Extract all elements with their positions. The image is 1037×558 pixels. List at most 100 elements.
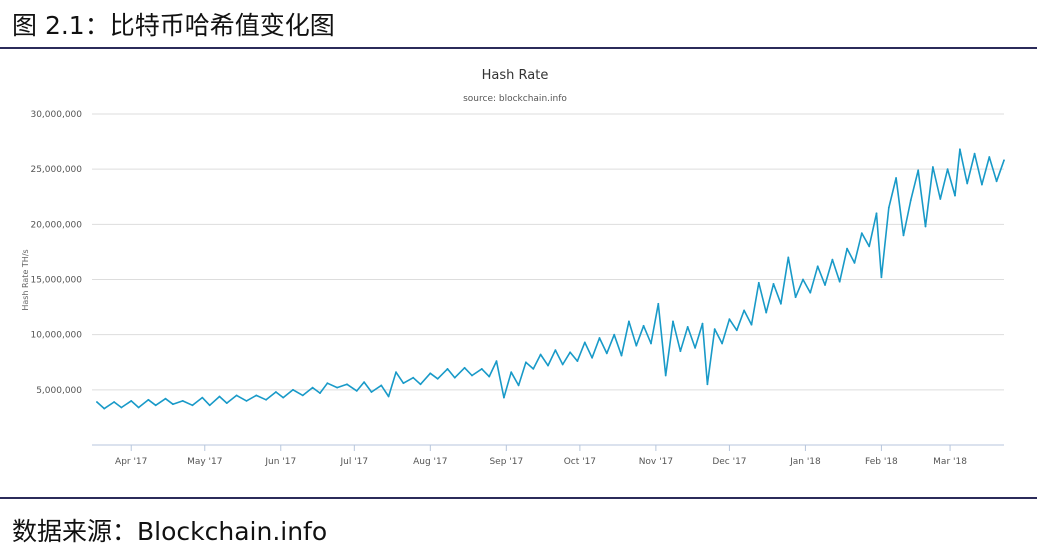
data-point xyxy=(510,371,513,374)
data-point xyxy=(809,291,812,294)
data-point xyxy=(218,395,221,398)
data-point xyxy=(757,281,760,284)
data-point xyxy=(902,234,905,237)
y-axis-label: Hash Rate TH/s xyxy=(21,249,30,310)
data-point xyxy=(995,180,998,183)
data-point xyxy=(868,245,871,248)
data-point xyxy=(419,383,422,386)
data-point xyxy=(395,371,397,374)
data-point xyxy=(613,333,616,336)
data-point xyxy=(620,354,623,357)
y-tick-label: 10,000,000 xyxy=(30,331,82,341)
data-point xyxy=(355,390,358,392)
data-point xyxy=(887,206,890,209)
bottom-rule xyxy=(0,497,1037,499)
data-point xyxy=(488,375,491,378)
data-point xyxy=(446,368,449,370)
data-point xyxy=(380,384,383,387)
data-point xyxy=(831,258,834,261)
data-point xyxy=(517,384,520,387)
data-point xyxy=(772,283,775,285)
data-point xyxy=(1003,159,1005,162)
data-point xyxy=(686,326,689,328)
data-point xyxy=(172,403,174,406)
y-tick-label: 30,000,000 xyxy=(30,110,82,120)
data-point xyxy=(895,177,897,179)
data-point xyxy=(429,372,432,375)
data-point xyxy=(191,404,194,407)
figure-caption: 图 2.1：比特币哈希值变化图 xyxy=(12,11,335,40)
data-point xyxy=(326,382,329,385)
y-tick-label: 20,000,000 xyxy=(30,220,82,230)
data-point xyxy=(794,296,797,299)
x-tick-label: Jun '17 xyxy=(264,457,296,467)
x-tick-label: Mar '18 xyxy=(933,457,967,467)
data-point xyxy=(480,368,483,370)
data-point xyxy=(973,152,976,155)
data-point xyxy=(946,168,949,171)
data-point xyxy=(728,318,731,321)
data-point xyxy=(706,383,709,386)
data-point xyxy=(436,377,439,380)
data-point xyxy=(642,324,645,327)
data-point xyxy=(721,342,723,345)
chart-subtitle: source: blockchain.info xyxy=(463,94,567,104)
y-gridlines xyxy=(92,113,1004,391)
data-point xyxy=(966,182,969,185)
source-caption: 数据来源：Blockchain.info xyxy=(12,517,328,546)
data-point xyxy=(988,156,991,158)
data-point xyxy=(201,396,204,399)
data-point xyxy=(208,404,211,407)
data-point xyxy=(750,323,753,326)
data-point xyxy=(245,400,248,402)
data-point xyxy=(120,406,123,409)
data-point xyxy=(561,363,564,366)
data-point xyxy=(235,394,238,397)
data-point xyxy=(650,342,652,345)
data-point xyxy=(103,407,106,410)
data-point xyxy=(743,309,745,312)
data-point xyxy=(802,278,804,281)
data-point xyxy=(598,337,601,339)
data-point xyxy=(370,391,373,393)
data-point xyxy=(402,382,405,385)
data-point xyxy=(412,376,415,379)
data-point xyxy=(164,397,167,400)
hash-rate-chart: Hash Rate source: blockchain.info Hash R… xyxy=(21,68,1005,467)
chart-title: Hash Rate xyxy=(482,68,549,83)
data-point xyxy=(147,398,150,401)
data-point xyxy=(532,368,535,370)
data-point xyxy=(591,356,593,359)
data-point xyxy=(319,392,321,394)
data-point xyxy=(824,284,826,286)
x-tick-label: Sep '17 xyxy=(489,457,523,467)
x-tick-label: Apr '17 xyxy=(115,457,147,467)
data-point xyxy=(525,361,527,364)
data-point xyxy=(154,404,157,407)
data-point xyxy=(924,225,927,228)
data-point xyxy=(875,212,878,215)
data-point xyxy=(265,398,267,401)
x-tick-label: Aug '17 xyxy=(413,457,447,467)
data-point xyxy=(679,350,682,353)
data-point xyxy=(275,391,277,393)
data-point xyxy=(713,328,716,330)
data-point xyxy=(336,386,339,389)
data-point xyxy=(471,374,473,377)
x-tick-label: Feb '18 xyxy=(865,457,898,467)
data-point xyxy=(909,199,912,202)
data-point xyxy=(657,302,660,305)
data-point xyxy=(932,166,934,168)
data-point xyxy=(605,352,608,355)
data-point xyxy=(880,276,883,279)
hash-rate-series-line xyxy=(96,148,1005,410)
data-point xyxy=(954,194,956,197)
x-ticks: Apr '17 May '17 Jun '17 Jul '17 Aug '17 Sep '… xyxy=(115,445,967,467)
data-point xyxy=(846,247,848,250)
data-point xyxy=(453,376,456,379)
data-point xyxy=(495,360,498,362)
data-point xyxy=(503,396,505,399)
data-point xyxy=(346,383,348,386)
data-point xyxy=(735,329,738,332)
y-tick-label: 5,000,000 xyxy=(36,386,82,396)
